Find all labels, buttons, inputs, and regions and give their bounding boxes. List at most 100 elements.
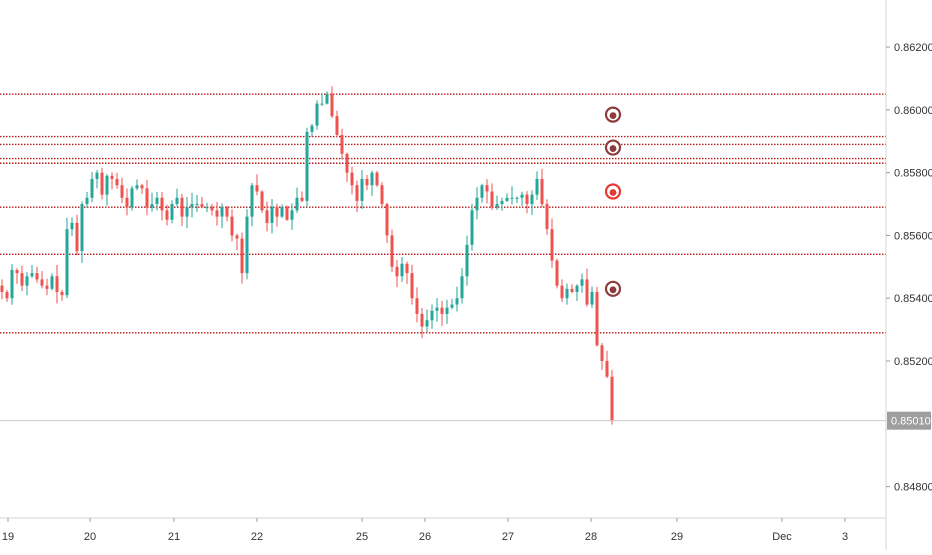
- candle-body: [40, 279, 44, 286]
- time-tick-label: 29: [671, 531, 683, 543]
- candle-body: [310, 125, 314, 132]
- candle-body: [400, 263, 404, 277]
- time-tick-label: 26: [419, 531, 431, 543]
- candle-body: [270, 207, 274, 223]
- time-tick-label: 19: [2, 531, 14, 543]
- candle-body: [385, 204, 389, 236]
- candle-body: [70, 222, 74, 230]
- candle-body: [565, 288, 569, 299]
- alert-markers: [604, 106, 622, 297]
- time-tick-label: 22: [251, 531, 263, 543]
- candle-body: [255, 185, 259, 192]
- candle-body: [450, 304, 454, 308]
- candle-body: [490, 191, 494, 208]
- candle-body: [355, 185, 359, 201]
- candle-body: [370, 172, 374, 186]
- candle-body: [65, 229, 69, 296]
- candle-body: [140, 185, 144, 189]
- candle-body: [20, 273, 24, 286]
- candle-body: [485, 185, 489, 192]
- candle-body: [215, 210, 219, 217]
- candle-body: [440, 307, 444, 314]
- candle-body: [555, 260, 559, 286]
- candle-body: [600, 345, 604, 362]
- price-tick-label: 0.85400: [894, 293, 932, 305]
- candle-body: [420, 313, 424, 327]
- candle-body: [585, 279, 589, 305]
- candle-body: [30, 273, 34, 277]
- candle-body: [165, 210, 169, 220]
- candle-body: [480, 185, 484, 198]
- horizontal-levels: [0, 93, 886, 334]
- candle-body: [455, 298, 459, 305]
- candle-body: [110, 175, 114, 179]
- time-tick-label: 25: [356, 531, 368, 543]
- candle-body: [160, 197, 164, 211]
- candle-body: [230, 216, 234, 236]
- candle-body: [335, 116, 339, 135]
- candle-body: [430, 310, 434, 321]
- time-tick-label: 27: [502, 531, 514, 543]
- last-price-box: [887, 411, 931, 430]
- candle-body: [235, 235, 239, 239]
- candle-body: [295, 197, 299, 211]
- candle-body: [275, 207, 279, 217]
- time-tick-label: 21: [168, 531, 180, 543]
- time-tick-label: 3: [842, 531, 848, 543]
- candle-body: [460, 276, 464, 299]
- candle-body: [560, 285, 564, 299]
- price-tick-label: 0.86000: [894, 105, 932, 117]
- candle-body: [175, 197, 179, 205]
- candle-body: [305, 131, 309, 201]
- candle-body: [105, 175, 109, 195]
- time-tick-label: 28: [585, 531, 597, 543]
- candle-body: [570, 288, 574, 292]
- candle-body: [605, 361, 609, 377]
- price-tick-label: 0.86200: [894, 42, 932, 54]
- candle-body: [90, 178, 94, 198]
- candle-body: [510, 197, 514, 199]
- candle-body: [10, 269, 14, 299]
- candle-body: [380, 185, 384, 205]
- candle-body: [515, 197, 519, 199]
- candle-body: [55, 276, 59, 292]
- candle-body: [500, 200, 504, 205]
- candle-body: [80, 204, 84, 252]
- candle-body: [190, 204, 194, 208]
- price-tick-label: 0.85600: [894, 230, 932, 242]
- candle-body: [320, 103, 324, 105]
- alert-marker-dot: [609, 145, 617, 152]
- candle-body: [415, 298, 419, 314]
- candle-body: [130, 188, 134, 208]
- candle-body: [580, 279, 584, 286]
- candle-body: [205, 207, 209, 209]
- candle-body: [345, 153, 349, 173]
- candle-body: [445, 307, 449, 314]
- candle-body: [360, 178, 364, 201]
- candle-body: [610, 376, 614, 421]
- candle-body: [365, 178, 369, 186]
- candle-body: [210, 207, 214, 211]
- price-tick-label: 0.85200: [894, 356, 932, 368]
- candle-body: [150, 204, 154, 208]
- time-tick-label: 20: [84, 531, 96, 543]
- candle-body: [170, 204, 174, 220]
- candle-body: [45, 285, 49, 289]
- candle-body: [395, 266, 399, 277]
- candle-body: [35, 273, 39, 280]
- candle-body: [155, 197, 159, 205]
- candle-body: [340, 134, 344, 154]
- candle-body: [245, 216, 249, 274]
- candle-body: [280, 207, 284, 217]
- candle-body: [435, 307, 439, 311]
- candle-body: [260, 191, 264, 211]
- candlestick-series: [0, 86, 614, 425]
- candle-body: [15, 269, 19, 274]
- candle-body: [575, 285, 579, 292]
- candle-body: [195, 204, 199, 206]
- candle-body: [120, 185, 124, 198]
- candle-body: [350, 172, 354, 186]
